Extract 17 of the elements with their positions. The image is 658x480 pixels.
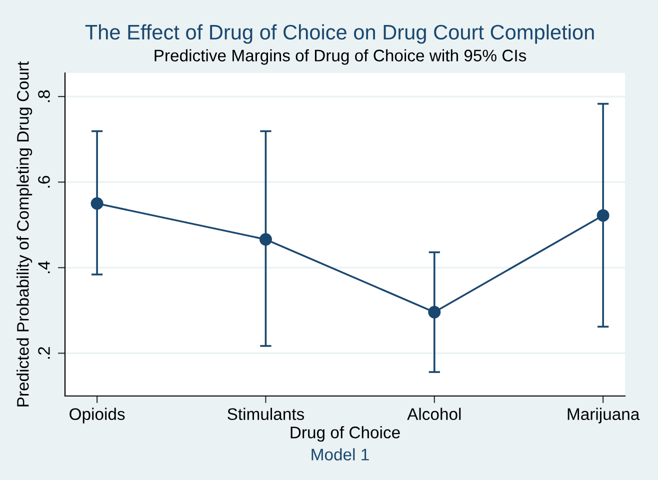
x-tick-label: Alcohol [407,408,461,420]
x-tick-label: Stimulants [228,408,304,420]
point [428,306,441,318]
x-axis-title: Drug of Choice [290,426,400,442]
x-tick-label: Opioids [70,408,125,424]
y-tick-label: .4 [38,261,50,274]
y-tick-label: .2 [38,347,50,359]
x-tick-label: Marijuana [568,408,640,424]
point [596,209,610,222]
text: Model 1 [312,448,369,460]
chart-title: The Effect of Drug of Choice on Drug Court Completion [85,24,594,44]
point [259,233,272,246]
y-axis-title: Predicted Probability of Completing Drug Court [16,61,32,406]
chart-subtitle: Predictive Margins of Drug of Choice with 95% CIs [154,49,526,65]
point [90,197,104,210]
y-tick-label: .6 [38,176,50,188]
y-tick-label: .8 [38,90,50,102]
